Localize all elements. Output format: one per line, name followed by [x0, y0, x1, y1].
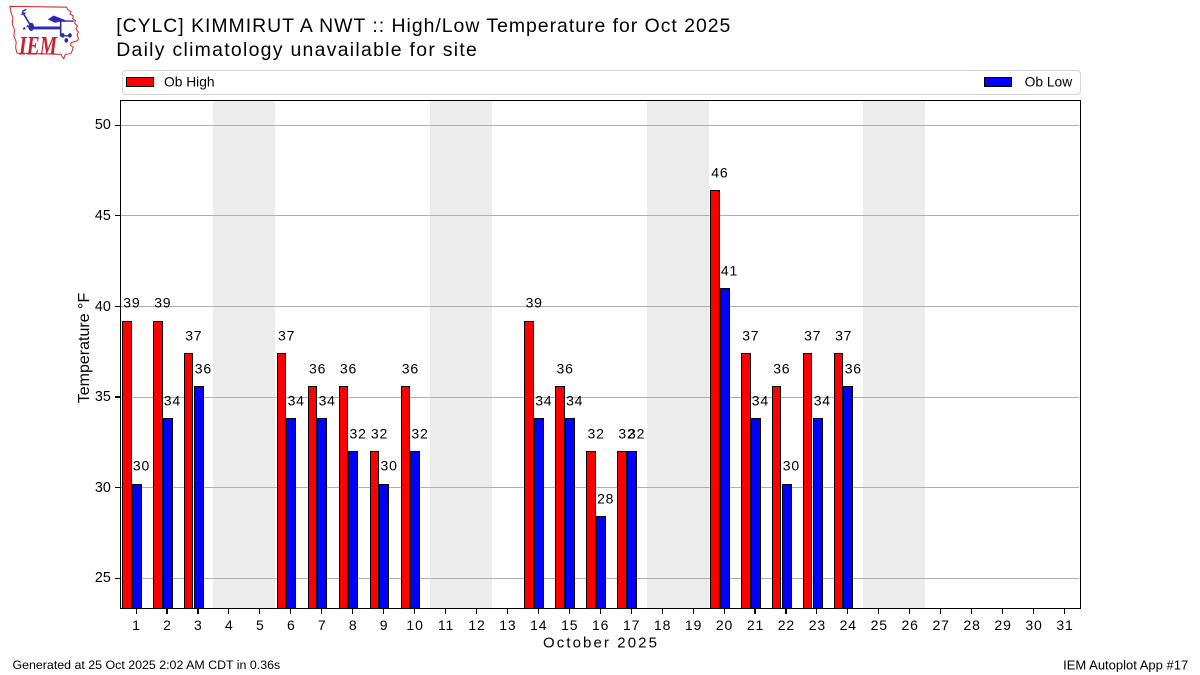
- svg-text:IEM: IEM: [18, 32, 57, 61]
